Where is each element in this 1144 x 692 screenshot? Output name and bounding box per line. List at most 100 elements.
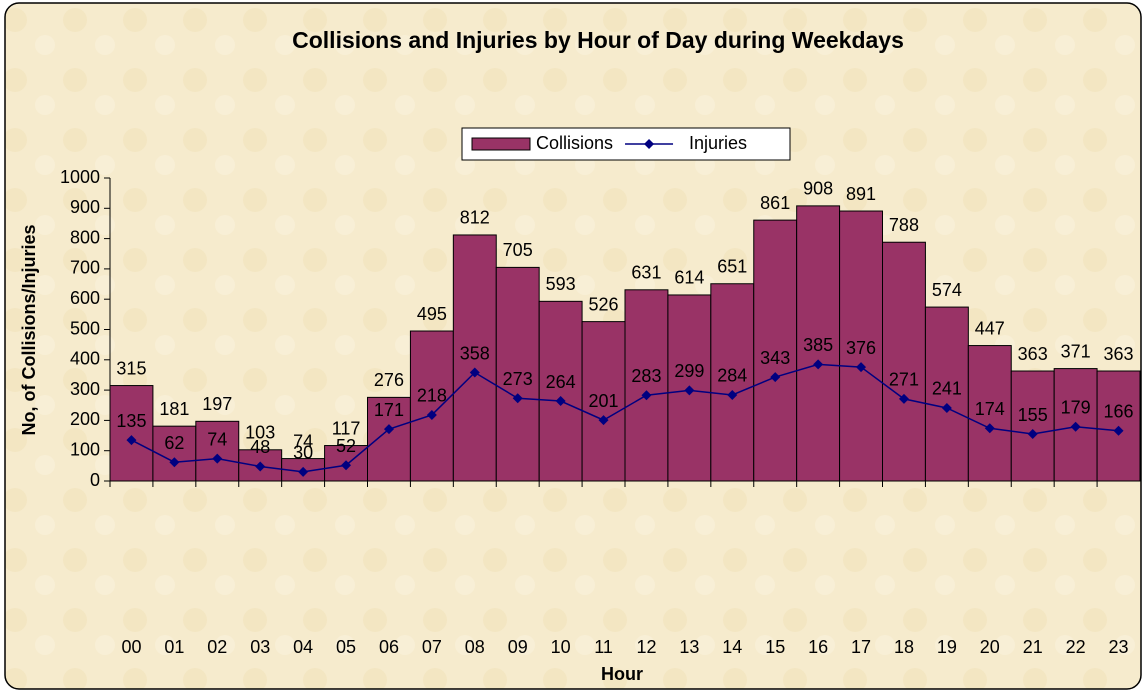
x-tick-label: 00: [121, 637, 141, 657]
y-tick-label: 200: [70, 409, 100, 429]
chart-title: Collisions and Injuries by Hour of Day d…: [292, 27, 904, 53]
legend-label: Injuries: [689, 133, 747, 153]
bar: [581, 321, 626, 482]
x-tick-label: 06: [379, 637, 399, 657]
marker: [255, 461, 266, 472]
line-value-label: 30: [293, 443, 313, 463]
y-tick-label: 0: [90, 470, 100, 490]
marker: [598, 415, 609, 426]
bar: [624, 289, 669, 482]
x-tick-label: 22: [1066, 637, 1086, 657]
line-value-label: 283: [631, 366, 661, 386]
line-value-label: 299: [674, 361, 704, 381]
y-tick-label: 600: [70, 288, 100, 308]
x-tick-label: 10: [551, 637, 571, 657]
line-value-label: 218: [417, 386, 447, 406]
line-value-label: 201: [589, 391, 619, 411]
legend-label: Collisions: [536, 133, 613, 153]
marker: [856, 362, 867, 373]
bar-value-label: 614: [674, 268, 704, 288]
marker: [941, 402, 952, 413]
line-value-label: 343: [760, 348, 790, 368]
bar-value-label: 363: [1018, 344, 1048, 364]
bar: [538, 300, 583, 482]
bar: [924, 306, 969, 482]
line-value-label: 241: [932, 379, 962, 399]
line-value-label: 179: [1061, 398, 1091, 418]
x-tick-label: 15: [765, 637, 785, 657]
marker: [341, 460, 352, 471]
y-tick-label: 500: [70, 318, 100, 338]
marker: [298, 466, 309, 477]
marker: [1113, 425, 1124, 436]
line-value-label: 48: [250, 437, 270, 457]
bar-value-label: 197: [202, 394, 232, 414]
marker: [426, 409, 437, 420]
bar-value-label: 908: [803, 179, 833, 199]
x-tick-label: 20: [980, 637, 1000, 657]
line: [131, 363, 1119, 473]
bar-value-label: 74: [293, 431, 313, 451]
x-tick-label: 04: [293, 637, 313, 657]
bar-value-label: 181: [159, 399, 189, 419]
marker: [770, 372, 781, 383]
bar-value-label: 315: [116, 358, 146, 378]
legend-swatch: [471, 137, 531, 151]
x-tick-label: 17: [851, 637, 871, 657]
x-tick-label: 12: [636, 637, 656, 657]
bar-value-label: 631: [631, 263, 661, 283]
bar: [152, 425, 197, 482]
line-value-label: 376: [846, 338, 876, 358]
bar-value-label: 705: [503, 240, 533, 260]
line-value-label: 135: [116, 411, 146, 431]
line-value-label: 52: [336, 436, 356, 456]
y-tick-label: 900: [70, 197, 100, 217]
line-value-label: 62: [164, 433, 184, 453]
bar-value-label: 651: [717, 256, 747, 276]
bar-value-label: 103: [245, 423, 275, 443]
x-tick-label: 11: [594, 637, 613, 657]
marker: [212, 453, 223, 464]
marker: [1070, 421, 1081, 432]
marker: [898, 393, 909, 404]
marker: [555, 396, 566, 407]
x-tick-label: 14: [722, 637, 742, 657]
x-tick-label: 21: [1023, 637, 1043, 657]
marker: [727, 389, 738, 400]
x-axis-label: Hour: [601, 664, 643, 684]
y-tick-label: 700: [70, 258, 100, 278]
line-value-label: 284: [717, 366, 747, 386]
x-tick-label: 05: [336, 637, 356, 657]
line-value-label: 273: [503, 369, 533, 389]
bar-value-label: 812: [460, 208, 490, 228]
x-tick-label: 13: [679, 637, 699, 657]
bar: [409, 330, 454, 482]
bar: [967, 345, 1012, 482]
bar: [753, 219, 798, 482]
line-value-label: 264: [546, 372, 576, 392]
bar-value-label: 861: [760, 193, 790, 213]
line-value-label: 271: [889, 370, 919, 390]
marker: [684, 385, 695, 396]
line-value-label: 174: [975, 399, 1005, 419]
bar-value-label: 788: [889, 215, 919, 235]
bar: [109, 385, 154, 482]
marker: [512, 393, 523, 404]
y-tick-label: 100: [70, 439, 100, 459]
bar: [195, 420, 240, 482]
x-tick-label: 09: [508, 637, 528, 657]
line-value-label: 171: [374, 400, 404, 420]
marker: [169, 457, 180, 468]
bar: [495, 266, 540, 482]
line-value-label: 166: [1104, 401, 1134, 421]
y-tick-label: 300: [70, 379, 100, 399]
x-tick-label: 03: [250, 637, 270, 657]
x-tick-label: 08: [465, 637, 485, 657]
x-tick-label: 16: [808, 637, 828, 657]
marker: [126, 435, 137, 446]
bar-value-label: 276: [374, 370, 404, 390]
x-tick-label: 01: [164, 637, 184, 657]
y-tick-label: 800: [70, 227, 100, 247]
bar: [839, 210, 883, 482]
